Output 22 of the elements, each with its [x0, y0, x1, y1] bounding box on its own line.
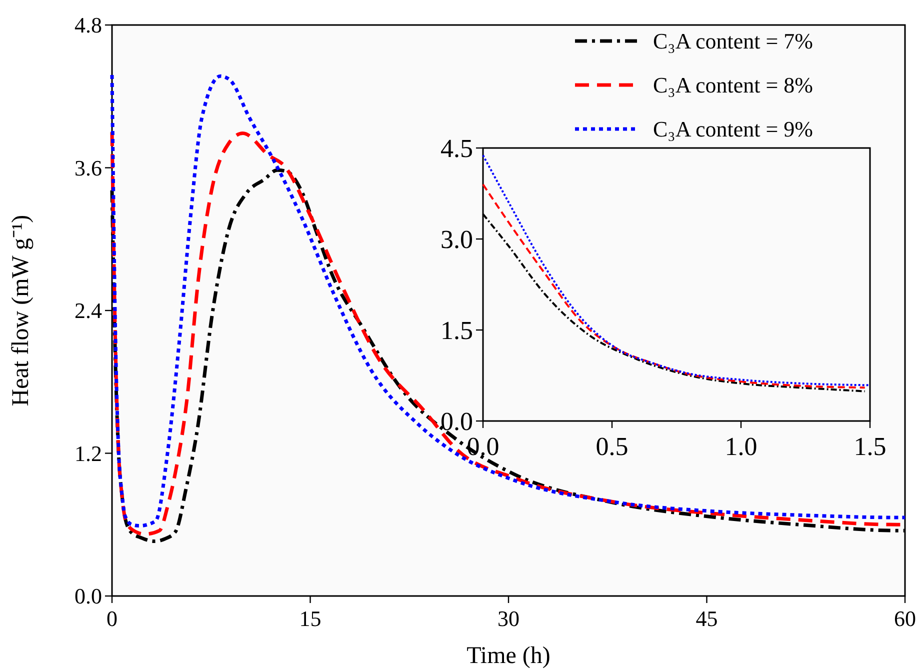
y-tick-label: 3.6 [74, 155, 102, 180]
y-tick-label: 0.0 [74, 584, 102, 609]
y-tick-label: 4.8 [74, 12, 102, 38]
x-tick-label: 0.5 [596, 432, 628, 461]
y-axis-title: Heat flow (mW g⁻¹) [8, 214, 34, 406]
legend-label: C₃A content = 7% [653, 28, 814, 54]
x-tick-label: 30 [498, 606, 520, 631]
x-tick-label: 15 [299, 606, 322, 631]
y-tick-label: 0.0 [440, 407, 473, 436]
y-tick-label: 3.0 [440, 225, 473, 254]
y-tick-label: 2.4 [74, 298, 102, 324]
x-tick-label: 45 [696, 606, 718, 631]
legend-label: C₃A content = 8% [653, 72, 814, 98]
y-tick-label: 1.5 [440, 316, 473, 346]
y-tick-label: 4.5 [440, 134, 473, 164]
x-tick-label: 1.0 [724, 432, 758, 461]
y-tick-label: 1.2 [74, 440, 102, 466]
legend-label: C₃A content = 9% [653, 116, 814, 142]
x-tick-label: 60 [894, 606, 916, 631]
x-axis-title: Time (h) [466, 643, 550, 669]
x-tick-label: 1.5 [854, 432, 886, 461]
x-tick-label: 0 [106, 606, 118, 631]
